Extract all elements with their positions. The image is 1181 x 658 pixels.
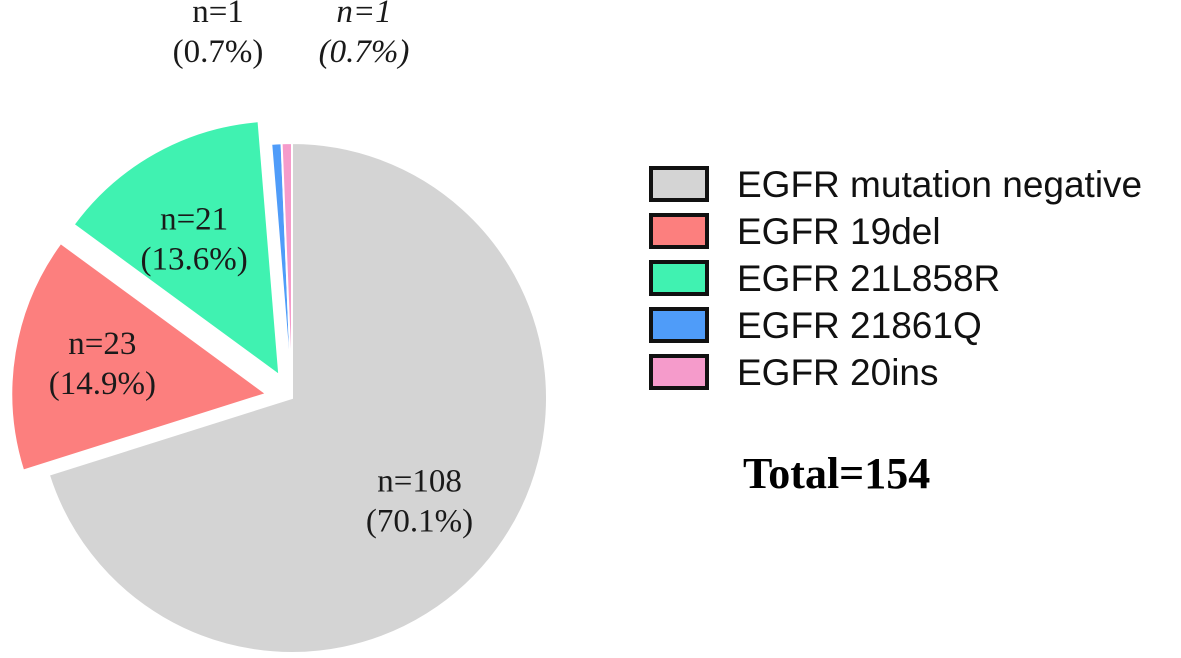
legend: EGFR mutation negative EGFR 19del EGFR 21L… — [649, 164, 1142, 393]
total-label: Total=154 — [743, 449, 930, 498]
slice-count-label-20ins: n=1 — [336, 0, 391, 30]
legend-item-20ins: EGFR 20ins — [649, 352, 939, 393]
slice-count-label-negative: n=108 — [377, 463, 462, 499]
legend-item-negative: EGFR mutation negative — [649, 164, 1142, 205]
legend-label-19del: EGFR 19del — [737, 211, 941, 252]
slice-percent-label-negative: (70.1%) — [366, 503, 473, 539]
legend-item-21l858r: EGFR 21L858R — [649, 258, 1000, 299]
legend-swatch-negative — [649, 166, 709, 202]
pie-slice-20ins — [280, 141, 293, 399]
legend-swatch-20ins — [649, 354, 709, 390]
legend-label-21861q: EGFR 21861Q — [737, 305, 982, 346]
legend-swatch-19del — [649, 213, 709, 249]
legend-label-negative: EGFR mutation negative — [737, 164, 1142, 205]
slice-percent-label-20ins: (0.7%) — [319, 34, 410, 70]
legend-label-21l858r: EGFR 21L858R — [737, 258, 1000, 299]
legend-item-21861q: EGFR 21861Q — [649, 305, 982, 346]
slice-count-label-21861q: n=1 — [192, 0, 244, 30]
legend-swatch-21l858r — [649, 260, 709, 296]
slice-percent-label-19del: (14.9%) — [49, 366, 156, 402]
slice-labels: n=108 (70.1%) n=23 (14.9%) n=21 (13.6%) n=1 (0.… — [49, 0, 473, 539]
legend-label-20ins: EGFR 20ins — [737, 352, 939, 393]
slice-percent-label-21l858r: (13.6%) — [141, 241, 248, 277]
slice-percent-label-21861q: (0.7%) — [173, 34, 264, 70]
pie-slice-21l858r — [72, 120, 281, 378]
pie-slice-negative — [47, 141, 548, 654]
pie-slice-19del — [10, 241, 269, 472]
slice-count-label-19del: n=23 — [68, 326, 136, 362]
pie-slices — [10, 120, 548, 654]
legend-item-19del: EGFR 19del — [649, 211, 941, 252]
slice-count-label-21l858r: n=21 — [160, 201, 228, 237]
legend-swatch-21861q — [649, 307, 709, 343]
